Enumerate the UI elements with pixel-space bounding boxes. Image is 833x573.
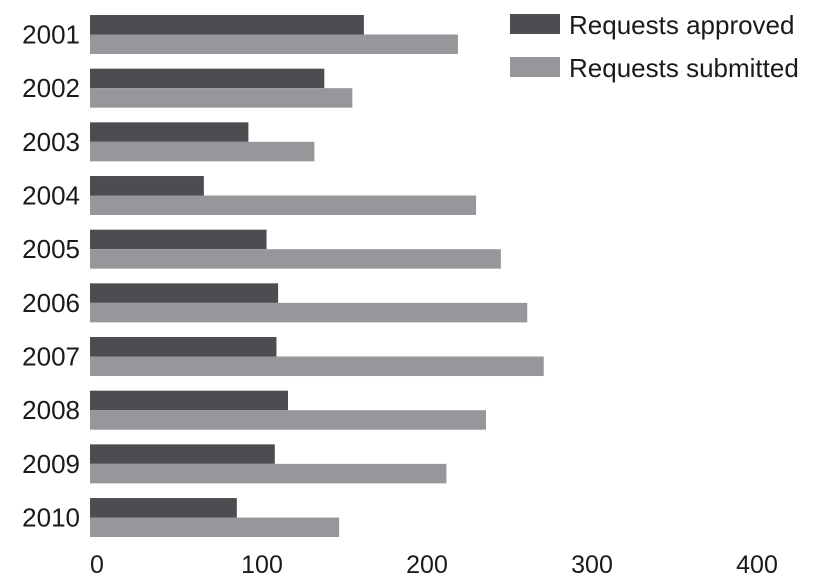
- bar-2009-approved: [90, 444, 275, 464]
- category-label: 2006: [22, 288, 80, 318]
- category-label: 2007: [22, 342, 80, 372]
- bar-2001-approved: [90, 15, 364, 35]
- category-label: 2008: [22, 395, 80, 425]
- legend-label: Requests approved: [569, 10, 794, 40]
- category-label: 2002: [22, 73, 80, 103]
- bar-2001-submitted: [90, 34, 458, 54]
- bar-2003-submitted: [90, 141, 315, 162]
- bar-2005-submitted: [90, 249, 501, 269]
- category-label: 2004: [22, 181, 80, 211]
- bars-layer: [90, 15, 544, 538]
- x-tick-label: 200: [406, 551, 448, 573]
- bar-2010-submitted: [90, 517, 340, 538]
- legend-swatch: [510, 57, 560, 77]
- bar-2002-submitted: [90, 88, 353, 108]
- bar-2008-approved: [90, 390, 288, 411]
- bar-2002-approved: [90, 68, 325, 89]
- bar-2006-submitted: [90, 302, 528, 323]
- x-axis-ticks: 0 100 200 300 400: [90, 551, 778, 573]
- bar-2008-submitted: [90, 410, 486, 430]
- x-tick-label: 100: [241, 551, 283, 573]
- x-tick-label: 0: [90, 551, 104, 573]
- x-tick-label: 300: [571, 551, 613, 573]
- bar-2007-approved: [90, 337, 277, 357]
- legend: Requests approved Requests submitted: [510, 10, 799, 83]
- category-label: 2009: [22, 449, 80, 479]
- category-label: 2010: [22, 503, 80, 533]
- bar-2009-submitted: [90, 463, 447, 484]
- bar-2006-approved: [90, 283, 279, 303]
- bar-2007-submitted: [90, 356, 544, 377]
- bar-2010-approved: [90, 498, 237, 518]
- bar-2004-submitted: [90, 195, 477, 216]
- legend-label: Requests submitted: [569, 53, 799, 83]
- category-label: 2005: [22, 234, 80, 264]
- x-tick-label: 400: [736, 551, 778, 573]
- bar-2005-approved: [90, 229, 267, 250]
- bar-2003-approved: [90, 122, 249, 142]
- legend-swatch: [510, 14, 560, 34]
- category-label: 2003: [22, 127, 80, 157]
- category-labels: 2001 2002 2003 2004 2005 2006 2007 2008 2009 2010: [22, 20, 80, 533]
- category-label: 2001: [22, 20, 80, 50]
- bar-2004-approved: [90, 176, 204, 196]
